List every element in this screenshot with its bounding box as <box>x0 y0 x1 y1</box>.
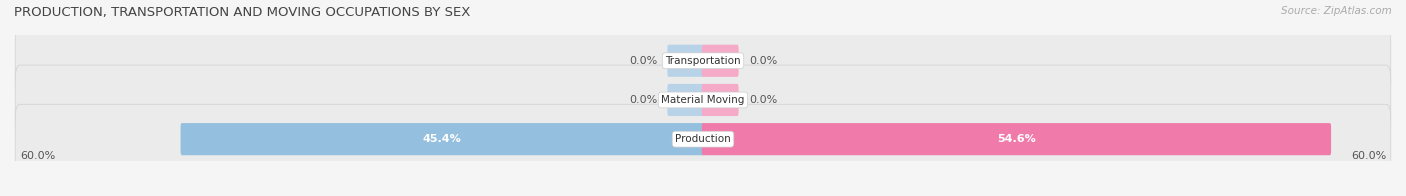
FancyBboxPatch shape <box>15 65 1391 135</box>
Text: Transportation: Transportation <box>665 56 741 66</box>
Text: 45.4%: 45.4% <box>423 134 461 144</box>
Text: Material Moving: Material Moving <box>661 95 745 105</box>
FancyBboxPatch shape <box>702 84 738 116</box>
Text: 0.0%: 0.0% <box>749 95 778 105</box>
Text: Source: ZipAtlas.com: Source: ZipAtlas.com <box>1281 6 1392 16</box>
FancyBboxPatch shape <box>180 123 704 155</box>
FancyBboxPatch shape <box>668 84 704 116</box>
Text: 60.0%: 60.0% <box>20 151 55 161</box>
FancyBboxPatch shape <box>668 45 704 77</box>
Text: PRODUCTION, TRANSPORTATION AND MOVING OCCUPATIONS BY SEX: PRODUCTION, TRANSPORTATION AND MOVING OC… <box>14 6 471 19</box>
FancyBboxPatch shape <box>702 45 738 77</box>
Text: Production: Production <box>675 134 731 144</box>
Text: 0.0%: 0.0% <box>749 56 778 66</box>
FancyBboxPatch shape <box>702 123 1331 155</box>
Text: 54.6%: 54.6% <box>997 134 1036 144</box>
Text: 60.0%: 60.0% <box>1351 151 1386 161</box>
Text: 0.0%: 0.0% <box>628 95 657 105</box>
Text: 0.0%: 0.0% <box>628 56 657 66</box>
FancyBboxPatch shape <box>15 104 1391 174</box>
FancyBboxPatch shape <box>15 26 1391 96</box>
